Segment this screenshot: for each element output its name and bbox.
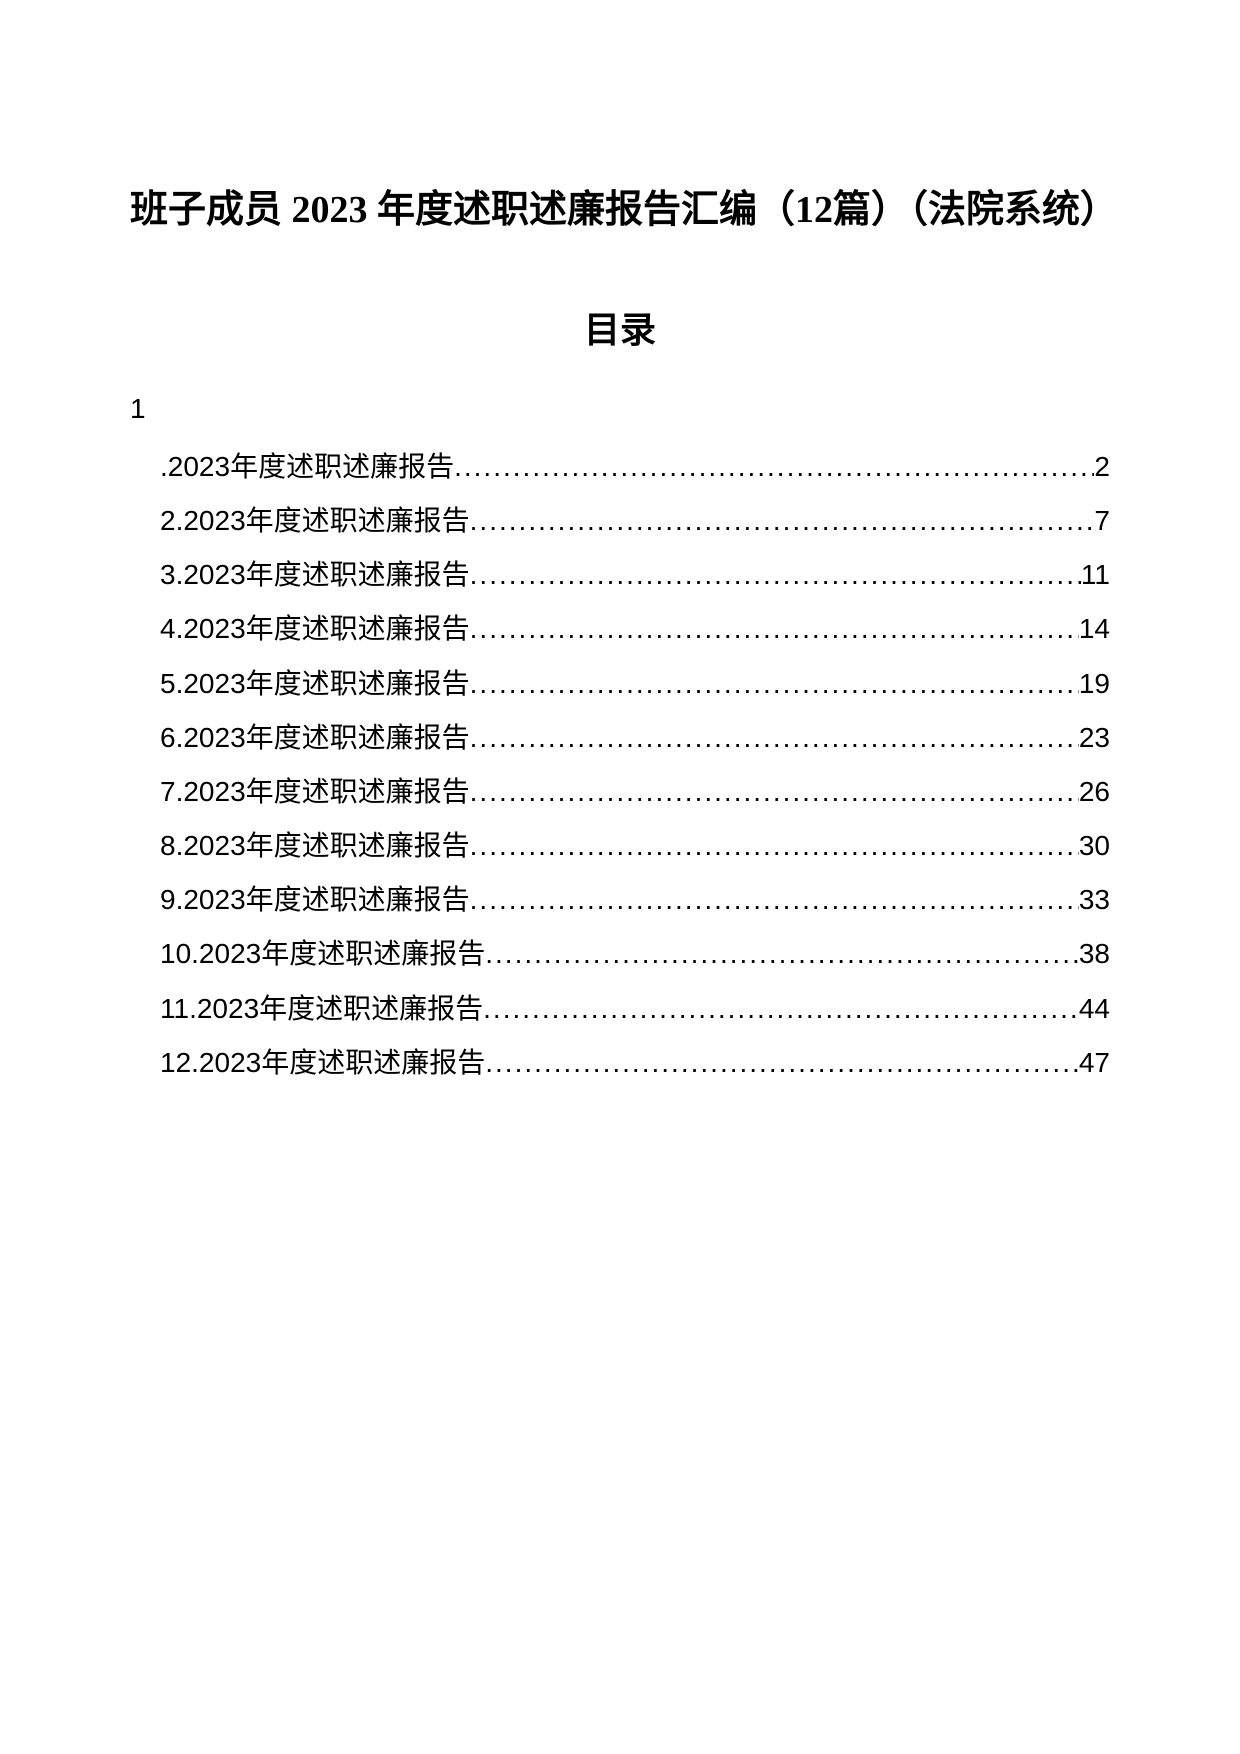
entry-label: 年度述职述廉报告: [246, 658, 470, 711]
entry-label: 年度述职述廉报告: [246, 495, 470, 548]
entry-prefix: .2023: [160, 440, 230, 493]
toc-list: .2023 年度述职述廉报告 2 2.2023 年度述职述廉报告 7 3.202…: [130, 440, 1110, 1090]
entry-label: 年度述职述廉报告: [246, 820, 470, 873]
entry-dots: [470, 819, 1079, 872]
entry-prefix: 3.2023: [160, 548, 246, 601]
toc-entry: 10.2023 年度述职述廉报告 38: [160, 927, 1110, 981]
entry-label: 年度述职述廉报告: [246, 874, 470, 927]
entry-dots: [470, 494, 1095, 547]
entry-dots: [470, 765, 1079, 818]
toc-entry: 3.2023 年度述职述廉报告 11: [160, 548, 1110, 602]
entry-page: 44: [1079, 982, 1110, 1035]
toc-entry: 11.2023 年度述职述廉报告 44: [160, 982, 1110, 1036]
entry-prefix: 2.2023: [160, 494, 246, 547]
entry-prefix: 9.2023: [160, 873, 246, 926]
entry-page: 30: [1079, 819, 1110, 872]
toc-entry: 2.2023 年度述职述廉报告 7: [160, 494, 1110, 548]
entry-prefix: 10.2023: [160, 927, 261, 980]
entry-label: 年度述职述廉报告: [261, 1037, 485, 1090]
entry-page: 47: [1079, 1036, 1110, 1089]
entry-page: 26: [1079, 765, 1110, 818]
entry-page: 11: [1081, 548, 1110, 601]
entry-dots: [470, 548, 1081, 601]
toc-heading: 目录: [130, 301, 1110, 353]
entry-prefix: 6.2023: [160, 711, 246, 764]
document-title: 班子成员 2023 年度述职述廉报告汇编（12篇）（法院系统）: [130, 180, 1110, 241]
page-container: 班子成员 2023 年度述职述廉报告汇编（12篇）（法院系统） 目录 1 .20…: [0, 0, 1240, 1190]
toc-entry: 12.2023 年度述职述廉报告 47: [160, 1036, 1110, 1090]
entry-page: 38: [1079, 927, 1110, 980]
toc-entry: 8.2023 年度述职述廉报告 30: [160, 819, 1110, 873]
toc-entry: .2023 年度述职述廉报告 2: [160, 440, 1110, 494]
entry-prefix: 5.2023: [160, 657, 246, 710]
toc-entry: 4.2023 年度述职述廉报告 14: [160, 602, 1110, 656]
entry-dots: [483, 982, 1079, 1035]
entry-page: 7: [1094, 494, 1110, 547]
entry-label: 年度述职述廉报告: [259, 983, 483, 1036]
toc-entry: 9.2023 年度述职述廉报告 33: [160, 873, 1110, 927]
entry-prefix: 11.2023: [160, 982, 259, 1035]
entry-prefix: 7.2023: [160, 765, 246, 818]
toc-entry: 7.2023 年度述职述廉报告 26: [160, 765, 1110, 819]
entry-label: 年度述职述廉报告: [246, 712, 470, 765]
entry-page: 14: [1079, 602, 1110, 655]
entry-page: 2: [1094, 440, 1110, 493]
entry-prefix: 12.2023: [160, 1036, 261, 1089]
entry-page: 33: [1079, 873, 1110, 926]
entry-dots: [454, 440, 1094, 493]
entry-label: 年度述职述廉报告: [261, 928, 485, 981]
entry-dots: [485, 927, 1079, 980]
entry-dots: [470, 602, 1079, 655]
entry-dots: [485, 1036, 1079, 1089]
prefix-number: 1: [130, 393, 1110, 425]
entry-page: 23: [1079, 711, 1110, 764]
entry-label: 年度述职述廉报告: [246, 603, 470, 656]
toc-entry: 5.2023 年度述职述廉报告 19: [160, 657, 1110, 711]
entry-label: 年度述职述廉报告: [246, 549, 470, 602]
toc-entry: 6.2023 年度述职述廉报告 23: [160, 711, 1110, 765]
entry-dots: [470, 711, 1079, 764]
entry-dots: [470, 873, 1079, 926]
entry-dots: [470, 657, 1079, 710]
entry-page: 19: [1079, 657, 1110, 710]
entry-label: 年度述职述廉报告: [246, 766, 470, 819]
entry-prefix: 4.2023: [160, 602, 246, 655]
entry-label: 年度述职述廉报告: [230, 441, 454, 494]
entry-prefix: 8.2023: [160, 819, 246, 872]
